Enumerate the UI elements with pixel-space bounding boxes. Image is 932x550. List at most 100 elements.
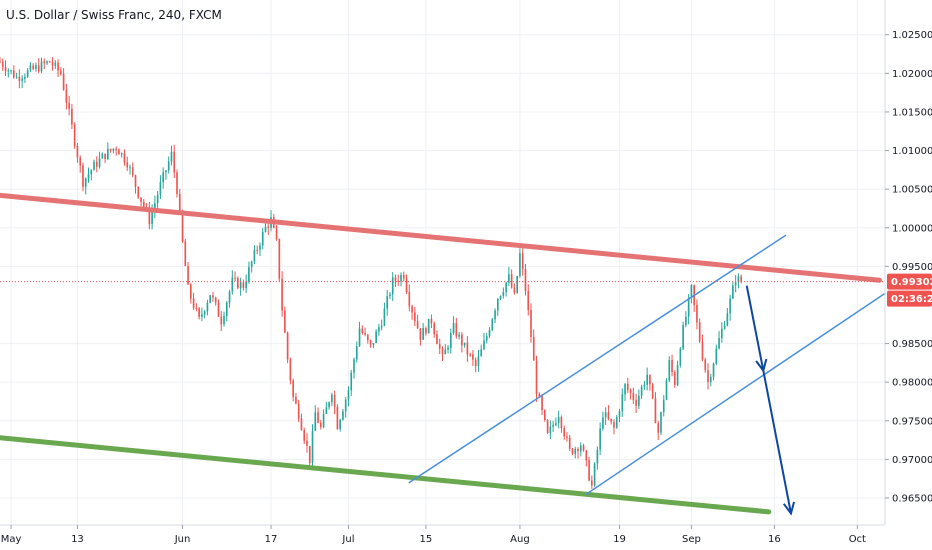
candle-body bbox=[729, 298, 731, 314]
candle-body bbox=[7, 70, 10, 72]
candle-body bbox=[474, 359, 477, 367]
candle-body bbox=[734, 282, 737, 286]
candle-body bbox=[588, 460, 590, 481]
candle-body bbox=[400, 275, 402, 282]
x-tick-label: 13 bbox=[71, 534, 84, 545]
candle-body bbox=[109, 148, 112, 151]
candle-body bbox=[32, 65, 35, 69]
candle-body bbox=[51, 62, 54, 66]
candle-body bbox=[469, 354, 471, 356]
candle-body bbox=[577, 448, 579, 452]
candle-body bbox=[306, 440, 308, 446]
candle-body bbox=[217, 302, 220, 317]
support-trendline[interactable] bbox=[0, 435, 772, 515]
candle-body bbox=[142, 201, 145, 208]
price-axis[interactable]: 1.02500 1.02000 1.01500 1.01000 1.00500 1.000… bbox=[885, 30, 932, 504]
arrow-head-end bbox=[782, 501, 796, 516]
candle-body bbox=[123, 153, 126, 163]
candle-body bbox=[541, 396, 543, 410]
candle-body bbox=[173, 151, 176, 173]
candle-body bbox=[278, 239, 281, 279]
candle-body bbox=[372, 343, 375, 345]
candle-body bbox=[203, 311, 206, 315]
candle-body bbox=[380, 325, 383, 328]
channel-lower-line[interactable] bbox=[585, 292, 886, 495]
candle-body bbox=[79, 157, 82, 166]
candle-body bbox=[687, 297, 690, 317]
candle-body bbox=[682, 325, 684, 349]
candle-body bbox=[649, 374, 651, 385]
candle-body bbox=[176, 172, 178, 194]
candle-body bbox=[156, 194, 159, 204]
candle-body bbox=[148, 208, 151, 225]
candle-body bbox=[95, 161, 98, 167]
x-tick-label: 15 bbox=[420, 534, 433, 545]
candle-body bbox=[181, 210, 184, 242]
candle-body bbox=[162, 172, 165, 183]
candle-body bbox=[322, 413, 325, 428]
last-price-badge-bg bbox=[887, 273, 932, 290]
candle-body bbox=[604, 412, 607, 418]
candle-body bbox=[239, 282, 242, 289]
candle-body bbox=[369, 340, 372, 345]
candle-body bbox=[303, 429, 306, 441]
projection-arrow[interactable] bbox=[745, 285, 792, 514]
candle-body bbox=[624, 383, 626, 395]
candle-body bbox=[24, 76, 26, 79]
candle-body bbox=[264, 226, 267, 232]
candle-body bbox=[336, 406, 339, 430]
candle-body bbox=[178, 193, 181, 211]
candle-body bbox=[626, 383, 629, 390]
countdown-value: 02:36:21 bbox=[891, 294, 932, 305]
candle-body bbox=[120, 153, 123, 155]
resistance-trendline[interactable] bbox=[0, 192, 882, 283]
candle-body bbox=[651, 384, 654, 399]
candle-body bbox=[660, 412, 662, 433]
candle-body bbox=[151, 211, 153, 225]
candle-body bbox=[165, 170, 167, 173]
candle-body bbox=[402, 275, 405, 279]
candle-body bbox=[696, 305, 698, 323]
candle-body bbox=[455, 323, 458, 337]
candle-body bbox=[311, 430, 314, 463]
candle-body bbox=[93, 161, 95, 171]
candle-body bbox=[707, 370, 709, 383]
candle-body bbox=[555, 423, 557, 425]
candle-body bbox=[355, 346, 358, 360]
y-tick-label: 0.97500 bbox=[892, 416, 932, 427]
candle-body bbox=[596, 449, 599, 464]
candle-body bbox=[662, 399, 665, 413]
candle-body bbox=[646, 374, 648, 385]
candle-body bbox=[391, 277, 394, 295]
candle-body bbox=[134, 175, 137, 187]
candle-body bbox=[253, 249, 256, 262]
candle-body bbox=[491, 319, 494, 330]
x-tick-label: May bbox=[1, 534, 22, 545]
candle-body bbox=[256, 249, 259, 251]
candle-body bbox=[237, 277, 239, 289]
candle-body bbox=[405, 278, 408, 293]
time-axis[interactable]: May 13 Jun 17 Jul 15 Aug 19 Sep 16 Oct bbox=[1, 525, 866, 545]
candle-body bbox=[698, 322, 701, 342]
candle-body bbox=[292, 380, 294, 397]
candle-body bbox=[591, 480, 593, 486]
x-tick-label: Jul bbox=[341, 534, 354, 545]
candle-body bbox=[508, 274, 510, 283]
countdown-badge-bg bbox=[887, 290, 932, 307]
candle-body bbox=[557, 417, 560, 424]
y-tick-label: 1.01500 bbox=[892, 107, 932, 118]
candle-body bbox=[621, 394, 624, 412]
candle-body bbox=[629, 389, 632, 394]
channel-upper-line[interactable] bbox=[408, 234, 787, 484]
candle-body bbox=[726, 313, 729, 326]
candle-body bbox=[73, 124, 76, 147]
candle-body bbox=[286, 332, 289, 360]
candle-body bbox=[657, 423, 660, 433]
candle-body bbox=[57, 62, 59, 71]
candle-body bbox=[643, 384, 646, 387]
candle-body bbox=[679, 348, 682, 366]
candle-body bbox=[593, 463, 596, 486]
candle-body bbox=[68, 102, 70, 109]
candle-body bbox=[319, 422, 322, 428]
candle-body bbox=[519, 253, 521, 277]
